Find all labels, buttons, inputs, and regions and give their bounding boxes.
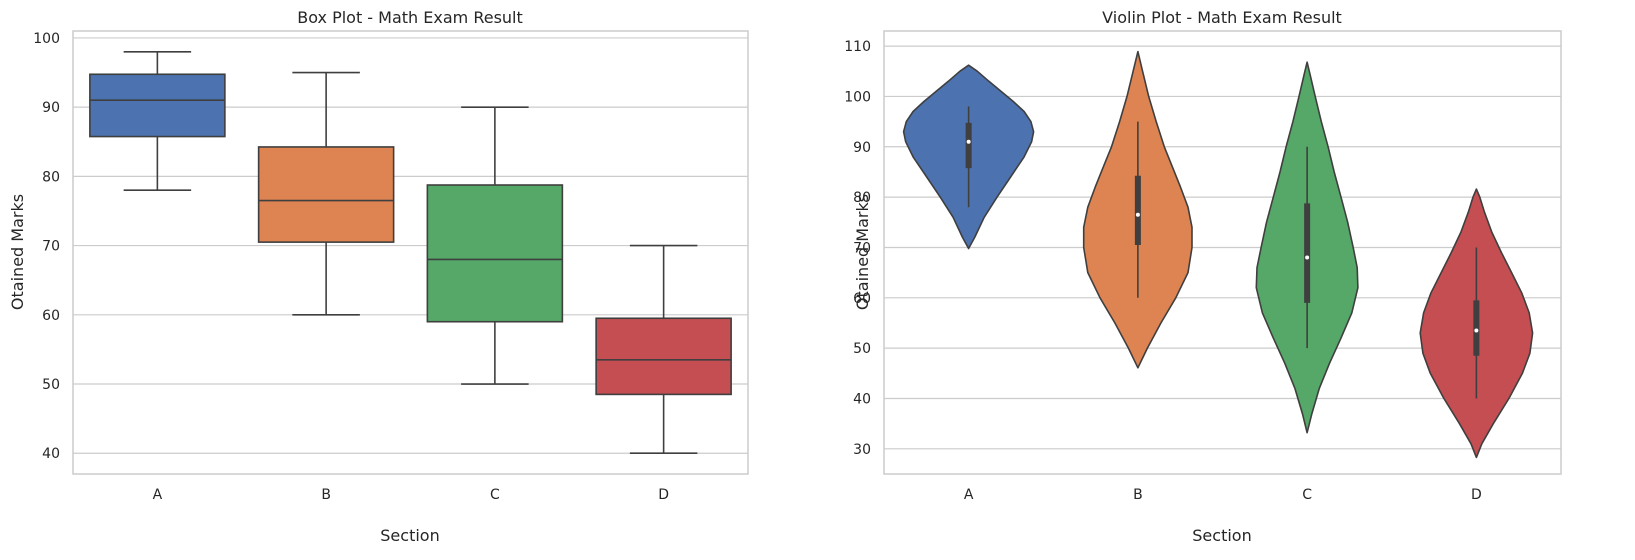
violin-median-dot [1135, 212, 1140, 217]
box-xtick-label: D [658, 487, 669, 503]
violin-B [1082, 50, 1193, 369]
box-iqr [426, 184, 564, 323]
violin-ytick-label: 70 [853, 240, 871, 256]
violin-ytick-label: 60 [853, 291, 871, 307]
violin-ytick-label: 30 [853, 442, 871, 458]
box-xtick-label: C [490, 487, 500, 503]
box-plot-ylabel: Otained Marks [8, 194, 27, 310]
violin-ytick-label: 40 [853, 391, 871, 407]
violin-plot-xlabel: Section [1192, 526, 1251, 545]
box-A [89, 50, 226, 192]
violin-plot-panel: Violin Plot - Math Exam Result Section O… [844, 8, 1562, 545]
violin-ytick-label: 100 [844, 89, 871, 105]
violin-xtick-label: D [1471, 487, 1482, 503]
box-iqr [89, 73, 226, 138]
box-ytick-label: 60 [42, 308, 60, 324]
violin-ytick-label: 90 [853, 140, 871, 156]
box-ytick-label: 100 [33, 31, 60, 47]
violin-D [1419, 188, 1534, 459]
box-ytick-label: 70 [42, 239, 60, 255]
violin-median-dot [966, 139, 971, 144]
violin-median-dot [1474, 328, 1479, 333]
violin-xtick-label: C [1302, 487, 1312, 503]
violin-xtick-label: B [1133, 487, 1143, 503]
violin-A [902, 64, 1035, 250]
box-axes-frame [72, 30, 749, 475]
box-plot-title: Box Plot - Math Exam Result [297, 8, 523, 27]
box-ytick-label: 50 [42, 377, 60, 393]
box-plot-xlabel: Section [380, 526, 439, 545]
box-iqr [595, 317, 732, 396]
box-B [257, 71, 395, 316]
violin-xtick-label: A [964, 487, 974, 503]
violin-ytick-label: 110 [844, 39, 871, 55]
box-ytick-label: 90 [42, 100, 60, 116]
box-iqr [257, 146, 395, 243]
box-xtick-label: B [321, 487, 331, 503]
box-plot-panel: Box Plot - Math Exam Result Section Otai… [8, 8, 749, 545]
violin-plot-title: Violin Plot - Math Exam Result [1102, 8, 1342, 27]
violin-ytick-label: 80 [853, 190, 871, 206]
box-ytick-label: 40 [42, 446, 60, 462]
box-xtick-label: A [153, 487, 163, 503]
violin-median-dot [1305, 255, 1310, 260]
box-ytick-label: 80 [42, 169, 60, 185]
box-D [595, 244, 732, 455]
violin-C [1255, 61, 1359, 434]
violin-plot-ylabel: Otained Marks [853, 194, 872, 310]
violin-ytick-label: 50 [853, 341, 871, 357]
violin-axes-frame [883, 30, 1562, 475]
box-C [426, 106, 564, 385]
